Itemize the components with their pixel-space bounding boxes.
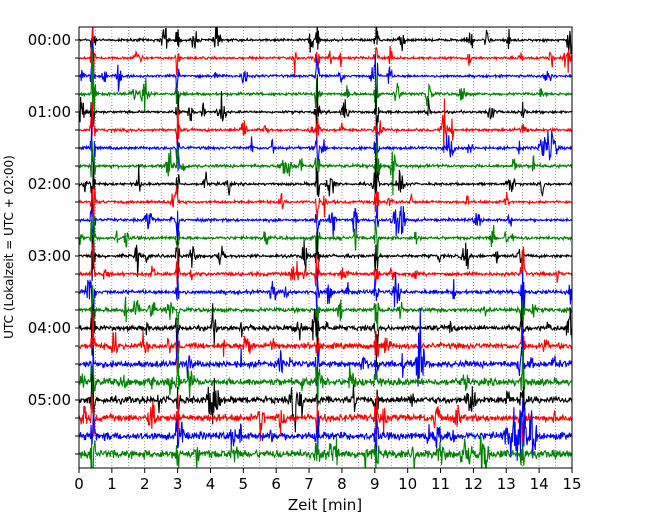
y-axis-label: UTC (Lokalzeit = UTC + 02:00)	[2, 155, 16, 339]
seismogram-trace	[79, 74, 572, 145]
seismogram-trace	[79, 303, 572, 368]
y-tick-label: 01:00	[28, 103, 71, 121]
seismogram-trace	[79, 98, 572, 154]
x-tick-label: 15	[562, 475, 581, 493]
x-tick-label: 9	[370, 475, 380, 493]
seismogram-trace	[79, 41, 572, 99]
y-tick-label: 05:00	[28, 391, 71, 409]
plot-frame	[78, 26, 573, 469]
y-tick-label: 03:00	[28, 247, 71, 265]
seismogram-trace	[79, 27, 572, 78]
x-tick-label: 2	[140, 475, 150, 493]
seismogram-trace	[79, 205, 572, 239]
x-tick-label: 10	[398, 475, 417, 493]
seismogram-trace	[79, 285, 572, 349]
seismogram-trace	[79, 157, 572, 218]
trace-group	[79, 27, 572, 468]
x-tick-label: 13	[497, 475, 516, 493]
seismogram-trace	[79, 27, 572, 63]
x-tick-label: 4	[206, 475, 216, 493]
y-tick-label: 00:00	[28, 31, 71, 49]
seismogram-trace	[79, 185, 572, 232]
x-tick-label: 3	[173, 475, 183, 493]
x-tick-label: 14	[530, 475, 549, 493]
seismogram-trace	[79, 215, 572, 266]
seismogram-trace	[79, 434, 572, 468]
y-axis-ticks: 00:00 01:00 02:00 03:00 04:00 05:00	[28, 31, 79, 455]
seismogram-trace	[79, 394, 572, 461]
seismogram-trace	[79, 229, 572, 282]
x-tick-label: 1	[107, 475, 117, 493]
y-tick-label: 02:00	[28, 175, 71, 193]
seismogram-trace	[79, 48, 572, 119]
x-tick-label: 8	[337, 475, 347, 493]
seismogram-trace	[79, 307, 572, 387]
seismogram-trace	[79, 140, 572, 196]
x-tick-label: 5	[239, 475, 249, 493]
seismogram-trace	[79, 373, 572, 433]
seismogram-trace	[79, 346, 572, 410]
seismogram-trace	[79, 268, 572, 324]
seismogram-trace	[79, 310, 572, 374]
seismogram-trace	[79, 400, 572, 463]
x-tick-label: 7	[304, 475, 314, 493]
x-tick-label: 12	[464, 475, 483, 493]
x-tick-label: 0	[74, 475, 84, 493]
x-axis-label: Zeit [min]	[288, 496, 362, 514]
x-tick-label: 6	[271, 475, 281, 493]
x-axis-ticks: 0 1 2 3 4 5 6 7 8 9 10 11 12 13 14 15	[74, 468, 582, 493]
y-tick-label: 04:00	[28, 319, 71, 337]
seismogram-trace	[79, 242, 572, 287]
x-tick-label: 11	[431, 475, 450, 493]
seismogram-trace	[79, 118, 572, 183]
